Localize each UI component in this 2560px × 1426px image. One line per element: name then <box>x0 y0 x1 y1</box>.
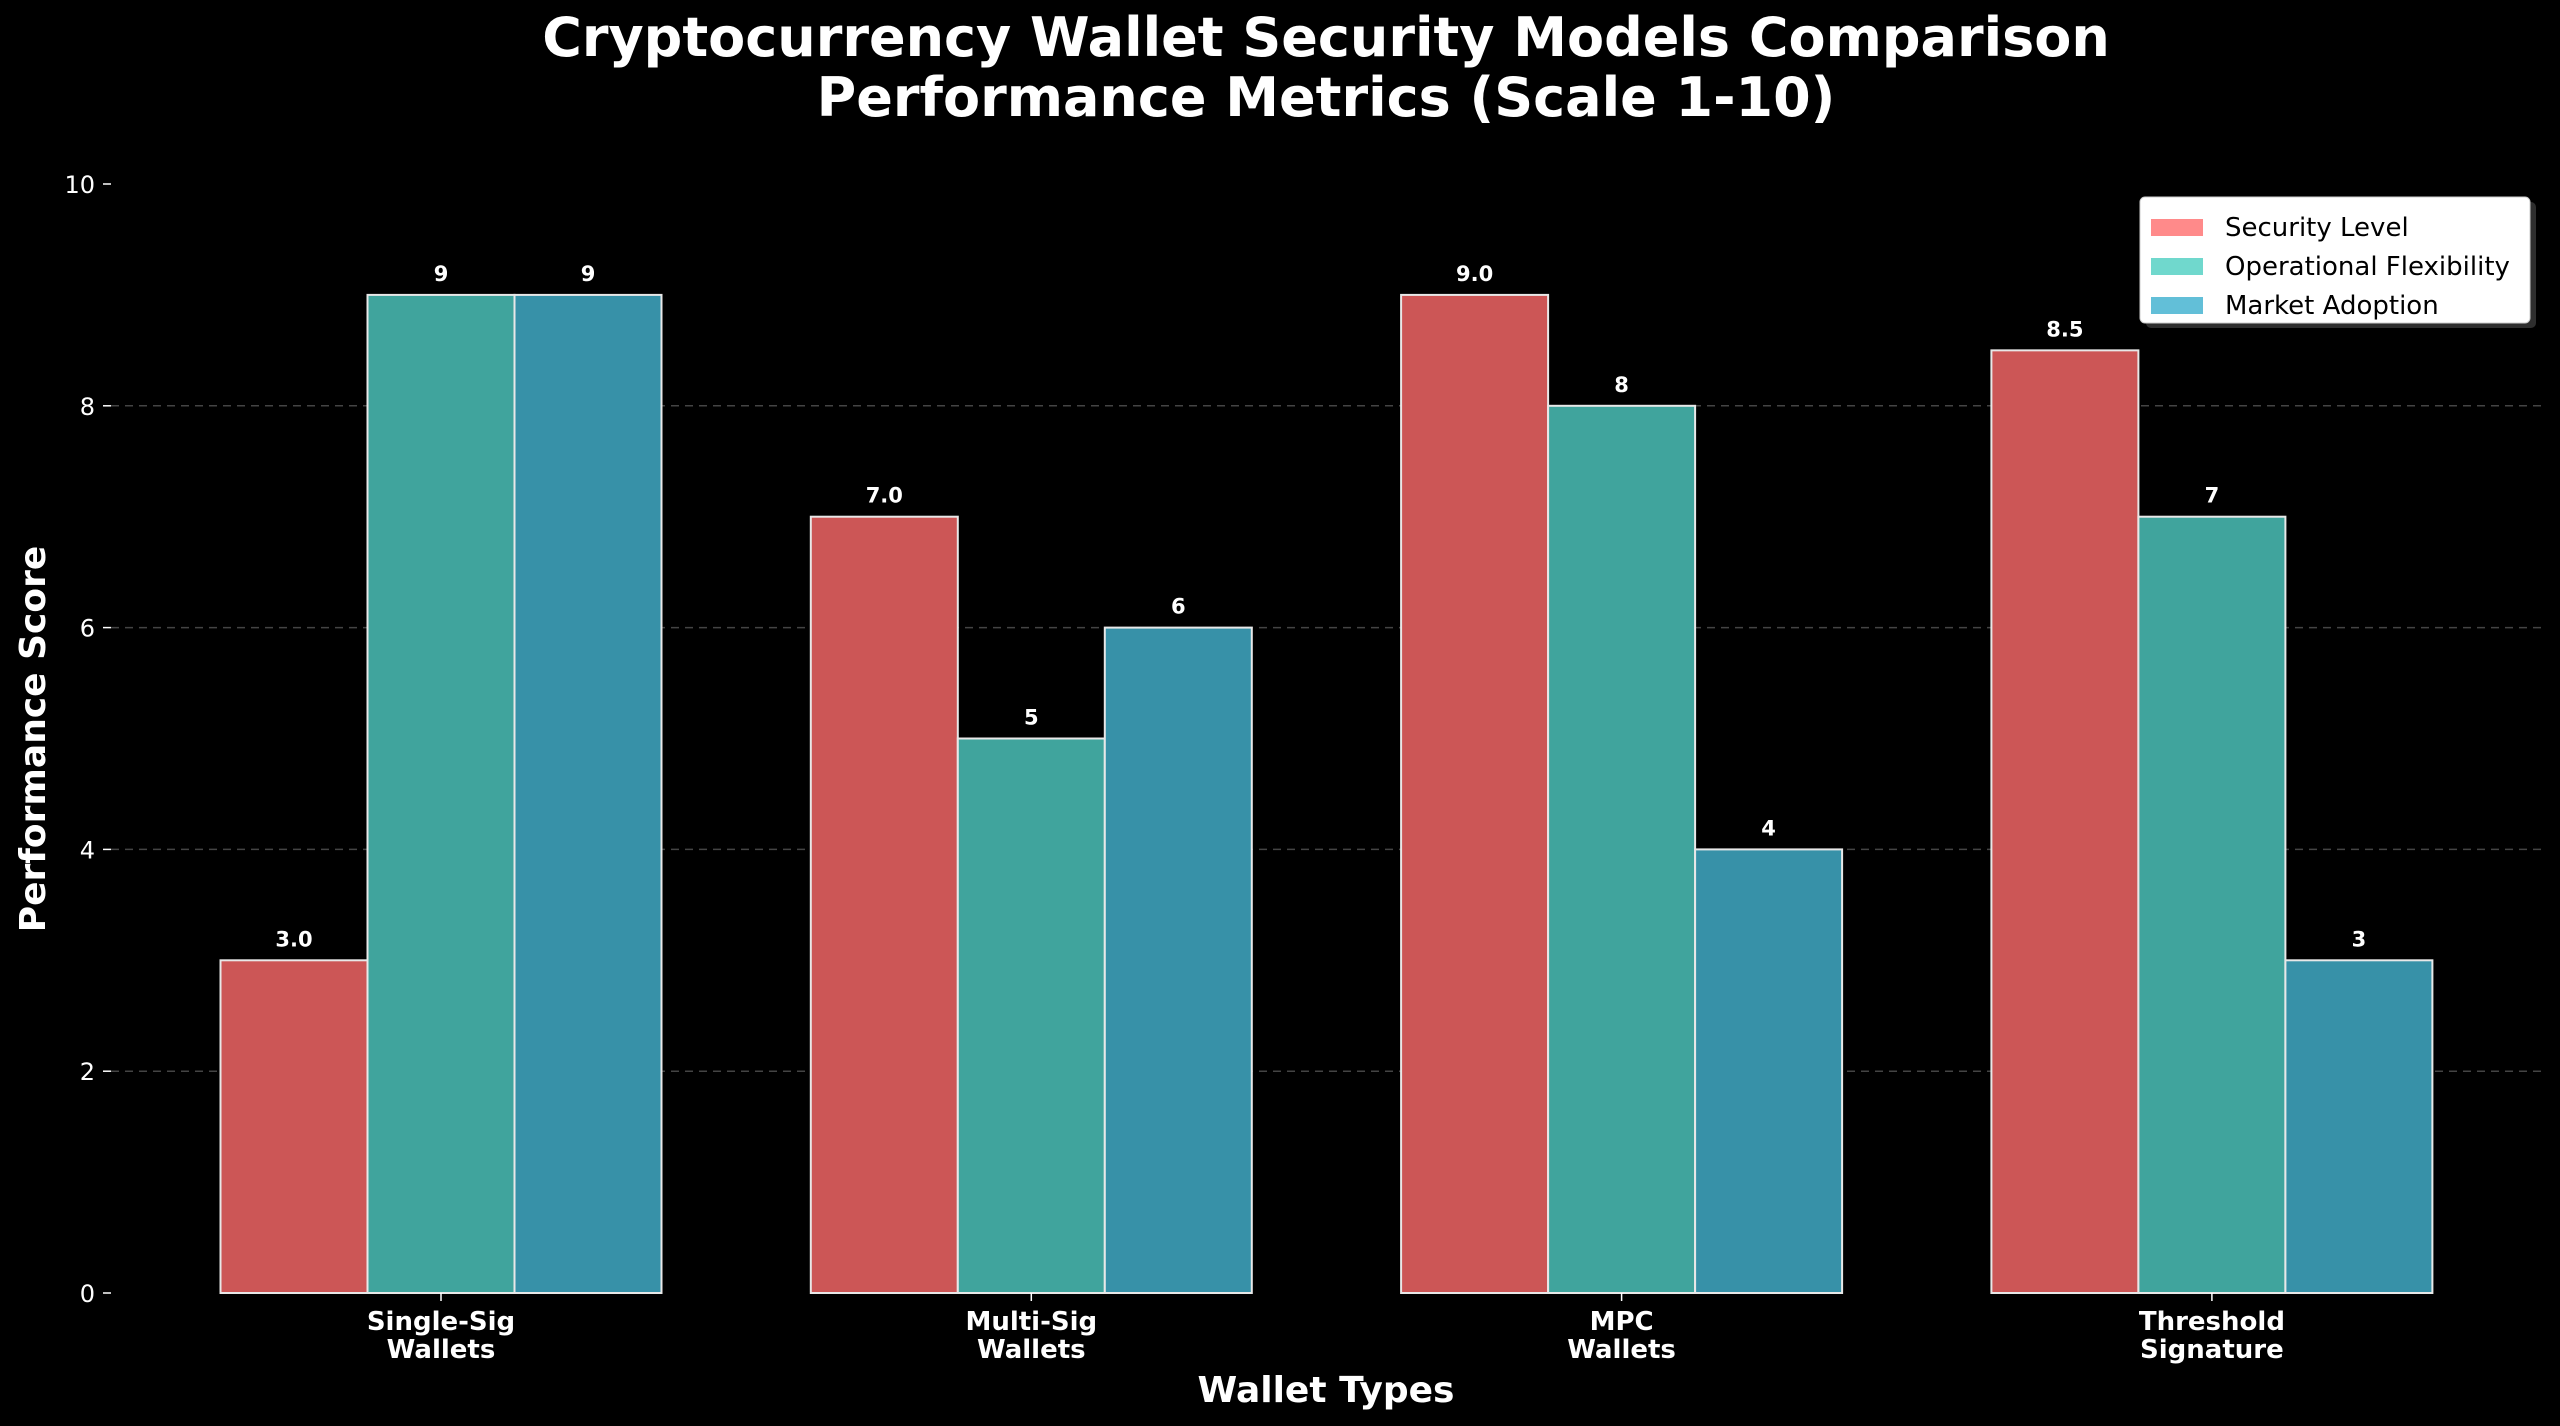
y-axis-label: Performance Score <box>13 546 54 933</box>
bar-operational-flexibility <box>1547 404 1697 1294</box>
bar-market-adoption <box>1103 626 1253 1294</box>
legend: Security Level Operational Flexibility Mar… <box>2139 196 2536 328</box>
bar-operational-flexibility <box>2137 515 2287 1294</box>
x-tick-label: Wallets <box>1567 1335 1676 1365</box>
x-tick-label: MPC <box>1590 1307 1654 1337</box>
y-tick-label: 2 <box>80 1058 95 1086</box>
x-tick-label: Wallets <box>387 1335 496 1365</box>
bar-operational-flexibility <box>366 293 516 1294</box>
bar-security-level <box>1990 349 2140 1295</box>
bar-value-label: 9 <box>581 262 596 286</box>
chart-title-line-1: Cryptocurrency Wallet Security Models Co… <box>542 6 2110 69</box>
bar-market-adoption <box>1694 848 1844 1295</box>
bar-value-label: 8 <box>1614 373 1629 397</box>
legend-label: Operational Flexibility <box>2225 252 2510 282</box>
chart-title-line-2: Performance Metrics (Scale 1-10) <box>817 66 1836 129</box>
bar-value-label: 7 <box>2205 484 2220 508</box>
bar-value-label: 6 <box>1171 595 1186 619</box>
legend-swatch <box>2151 297 2203 314</box>
y-tick-label: 10 <box>64 171 95 199</box>
x-tick-label: Threshold <box>2139 1307 2285 1337</box>
bar-operational-flexibility <box>956 737 1106 1294</box>
legend-label: Market Adoption <box>2225 291 2439 321</box>
bar-value-label: 3 <box>2352 927 2367 951</box>
bar-value-label: 5 <box>1024 706 1039 730</box>
x-axis-label: Wallet Types <box>1198 1370 1455 1411</box>
x-tick-label: Single-Sig <box>367 1307 515 1337</box>
bar-security-level <box>1400 293 1550 1294</box>
x-tick-label: Signature <box>2140 1335 2284 1365</box>
x-tick-label: Wallets <box>977 1335 1086 1365</box>
y-tick-label: 4 <box>80 836 95 864</box>
bar-market-adoption <box>513 293 663 1294</box>
bar-market-adoption <box>2284 959 2434 1294</box>
x-tick-label: Multi-Sig <box>965 1307 1097 1337</box>
legend-swatch <box>2151 219 2203 236</box>
y-tick-label: 6 <box>80 615 95 643</box>
bar-value-label: 9.0 <box>1456 262 1493 286</box>
legend-label: Security Level <box>2225 213 2409 243</box>
bar-value-label: 9 <box>434 262 449 286</box>
y-tick-label: 0 <box>80 1280 95 1308</box>
bar-security-level <box>219 959 369 1294</box>
legend-swatch <box>2151 258 2203 275</box>
bar-value-label: 8.5 <box>2046 317 2083 341</box>
bar-value-label: 4 <box>1761 816 1776 840</box>
bar-security-level <box>809 515 959 1294</box>
bar-value-label: 7.0 <box>866 484 903 508</box>
y-tick-label: 8 <box>80 393 95 421</box>
legend-box <box>2139 196 2531 324</box>
bar-value-label: 3.0 <box>275 927 312 951</box>
